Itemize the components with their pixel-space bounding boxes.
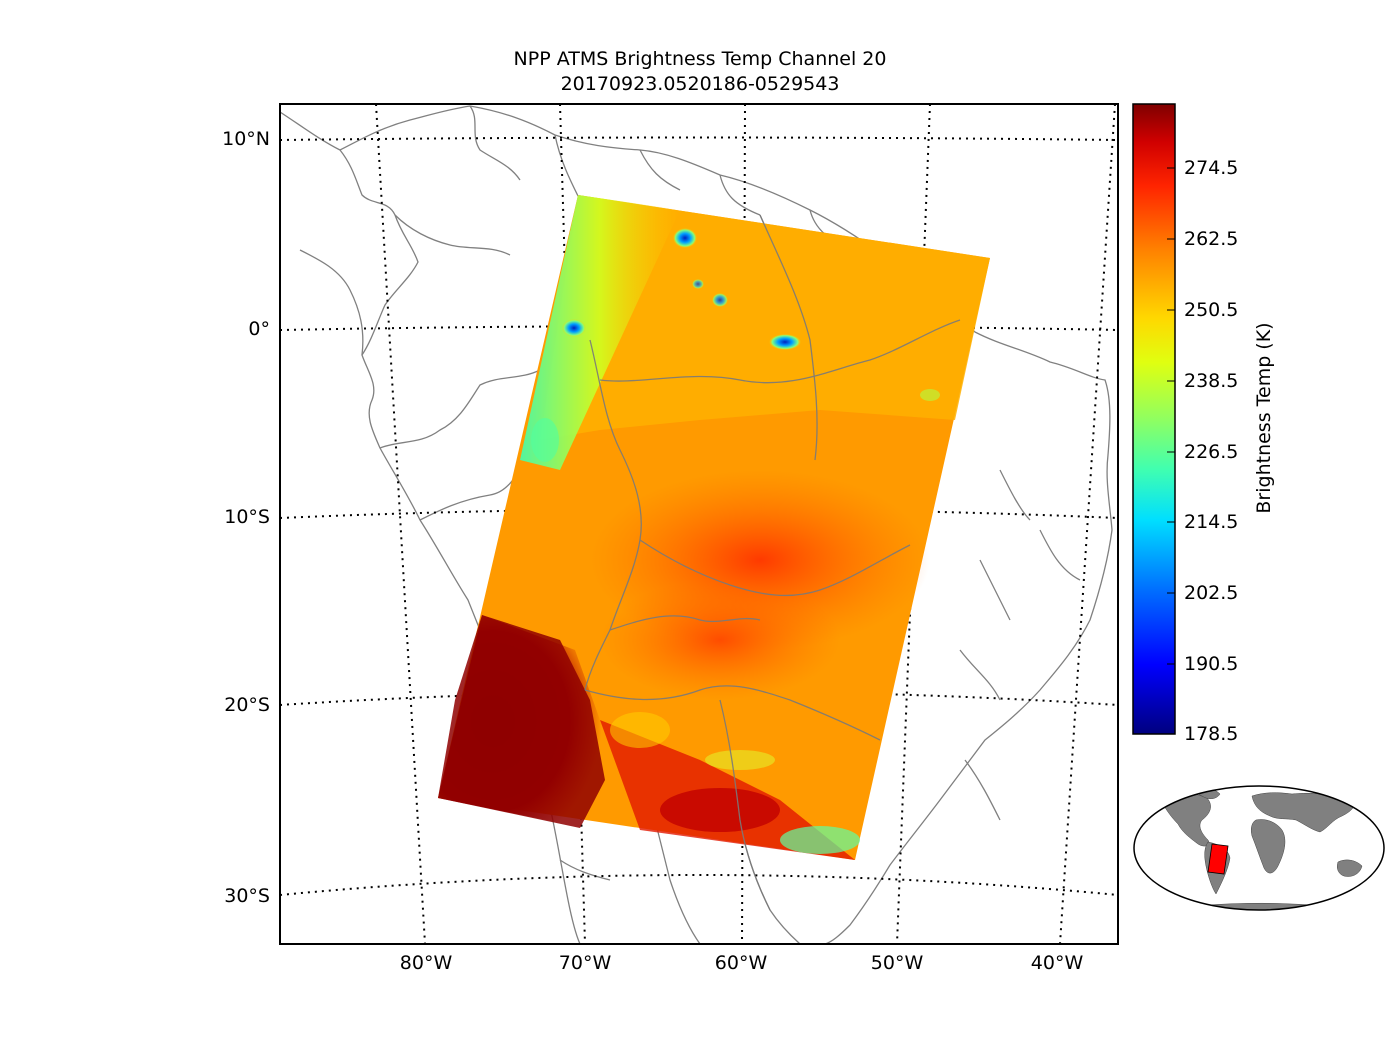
colorbar-tick: 262.5 (1184, 228, 1239, 250)
colorbar-tick: 250.5 (1184, 299, 1239, 321)
lat-label-20s: 20°S (224, 694, 270, 716)
global-inset-map (1133, 785, 1385, 911)
boundaries-over-swath (584, 214, 961, 911)
lon-label-70w: 70°W (558, 952, 612, 974)
map-frame (279, 103, 1119, 945)
colorbar-tick: 190.5 (1184, 653, 1239, 675)
map-area (280, 104, 1118, 944)
lon-label-50w: 50°W (870, 952, 924, 974)
colorbar-tick: 214.5 (1184, 511, 1239, 533)
chart-title: NPP ATMS Brightness Temp Channel 20 (513, 48, 887, 70)
colorbar-tick: 238.5 (1184, 370, 1239, 392)
lat-label-0: 0° (248, 318, 270, 340)
colorbar-tick: 274.5 (1184, 157, 1239, 179)
lon-label-80w: 80°W (399, 952, 453, 974)
lat-label-30s: 30°S (224, 885, 270, 907)
lat-label-10s: 10°S (224, 506, 270, 528)
colorbar-tick: 178.5 (1184, 723, 1239, 745)
colorbar-label: Brightness Temp (K) (1253, 322, 1275, 514)
colorbar-tick: 226.5 (1184, 441, 1239, 463)
colorbar-tick: 202.5 (1184, 582, 1239, 604)
lat-label-10n: 10°N (222, 128, 270, 150)
lon-label-40w: 40°W (1030, 952, 1084, 974)
colorbar (1132, 103, 1176, 735)
inset-swath-marker (1207, 843, 1229, 875)
chart-subtitle: 20170923.0520186-0529543 (560, 73, 840, 95)
lon-label-60w: 60°W (714, 952, 768, 974)
swath (438, 195, 990, 860)
